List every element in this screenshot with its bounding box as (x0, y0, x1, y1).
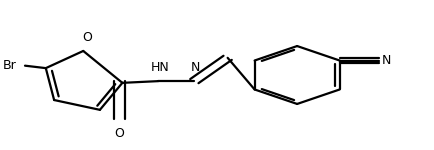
Text: Br: Br (3, 59, 16, 72)
Text: N: N (191, 61, 200, 74)
Text: O: O (82, 31, 92, 44)
Text: O: O (114, 127, 124, 140)
Text: HN: HN (151, 61, 169, 74)
Text: N: N (380, 54, 390, 67)
